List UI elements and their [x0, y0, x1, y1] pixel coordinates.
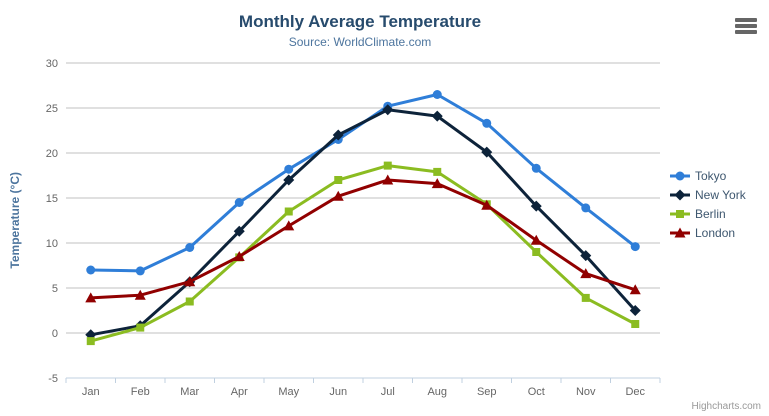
series-line[interactable] — [89, 178, 637, 300]
y-tick-label: -5 — [48, 373, 58, 385]
data-point-marker[interactable] — [580, 268, 592, 279]
hamburger-bar — [735, 24, 757, 28]
series-line[interactable] — [89, 108, 637, 337]
series-tokyo[interactable] — [86, 90, 640, 276]
data-point-marker[interactable] — [283, 174, 295, 186]
circle-marker-icon — [670, 171, 690, 181]
chart-subtitle: Source: WorldClimate.com — [288, 35, 432, 49]
data-point-marker[interactable] — [674, 189, 686, 201]
data-point-marker[interactable] — [581, 203, 591, 213]
data-point-marker[interactable] — [630, 242, 640, 252]
data-point-marker[interactable] — [481, 199, 493, 210]
x-tick-label: Jul — [381, 386, 395, 398]
data-point-marker[interactable] — [332, 129, 344, 141]
data-point-marker[interactable] — [334, 176, 343, 184]
data-point-marker[interactable] — [185, 243, 195, 252]
credits-link[interactable]: Highcharts.com — [691, 401, 761, 412]
diamond-marker-icon — [670, 189, 690, 201]
data-point-marker[interactable] — [530, 200, 542, 212]
data-point-marker[interactable] — [530, 234, 542, 245]
hamburger-icon[interactable] — [733, 15, 759, 37]
data-point-marker[interactable] — [432, 90, 442, 99]
data-point-marker[interactable] — [382, 104, 394, 116]
y-tick-label: 15 — [46, 193, 58, 205]
data-point-marker[interactable] — [135, 266, 145, 276]
x-tick-label: Mar — [180, 386, 199, 398]
data-point-marker[interactable] — [431, 178, 443, 189]
data-point-marker[interactable] — [136, 323, 145, 332]
legend-label: Tokyo — [695, 169, 727, 183]
data-point-marker[interactable] — [284, 164, 294, 174]
data-point-marker[interactable] — [284, 207, 293, 216]
y-tick-label: 5 — [52, 283, 58, 295]
data-point-marker[interactable] — [580, 250, 592, 262]
x-tick-label: Nov — [576, 386, 596, 398]
x-tick-label: Sep — [477, 386, 497, 398]
series-line[interactable] — [89, 164, 637, 343]
hamburger-bar — [735, 18, 757, 22]
legend-label: Berlin — [695, 207, 726, 221]
x-tick-label: May — [278, 386, 299, 398]
data-point-marker[interactable] — [383, 161, 392, 170]
data-point-marker[interactable] — [482, 118, 492, 128]
square-marker-icon — [670, 210, 690, 218]
y-tick-label: 20 — [46, 148, 58, 160]
data-point-marker[interactable] — [581, 293, 590, 302]
x-tick-label: Feb — [131, 386, 150, 398]
x-tick-label: Apr — [231, 386, 248, 398]
data-point-marker[interactable] — [532, 248, 541, 256]
legend-label: New York — [695, 188, 746, 202]
data-point-marker[interactable] — [86, 337, 95, 346]
data-point-marker[interactable] — [431, 110, 443, 122]
legend-item-new-york[interactable]: New York — [670, 188, 746, 202]
data-point-marker[interactable] — [531, 163, 541, 173]
y-tick-label: 0 — [52, 328, 58, 340]
series-london[interactable] — [85, 174, 641, 303]
triangle-marker-icon — [670, 227, 690, 238]
data-point-marker[interactable] — [86, 265, 96, 275]
x-tick-label: Oct — [528, 386, 545, 398]
data-point-marker[interactable] — [283, 220, 295, 231]
x-tick-label: Jan — [82, 386, 100, 398]
data-point-marker[interactable] — [184, 276, 196, 287]
x-tick-label: Jun — [329, 386, 347, 398]
legend-item-tokyo[interactable]: Tokyo — [670, 169, 746, 183]
data-point-marker[interactable] — [631, 320, 640, 328]
hamburger-bar — [735, 30, 757, 34]
data-point-marker[interactable] — [233, 251, 245, 261]
data-point-marker[interactable] — [629, 305, 641, 316]
x-tick-label: Dec — [625, 386, 645, 398]
data-point-marker[interactable] — [481, 146, 493, 158]
y-tick-label: 30 — [46, 58, 58, 70]
series-new-york[interactable] — [85, 104, 641, 341]
x-tick-label: Aug — [427, 386, 447, 398]
data-point-marker[interactable] — [629, 284, 641, 295]
data-point-marker[interactable] — [382, 174, 394, 185]
data-point-marker[interactable] — [433, 167, 442, 176]
legend-item-berlin[interactable]: Berlin — [670, 207, 746, 221]
legend-label: London — [695, 226, 736, 240]
legend: Tokyo New York Berlin London — [670, 169, 746, 240]
data-point-marker[interactable] — [332, 190, 344, 201]
chart-title: Monthly Average Temperature — [238, 12, 482, 31]
data-point-marker[interactable] — [234, 198, 244, 207]
data-point-marker[interactable] — [233, 225, 245, 237]
data-point-marker[interactable] — [675, 171, 685, 181]
data-point-marker[interactable] — [676, 210, 684, 218]
data-point-marker[interactable] — [134, 289, 146, 300]
data-point-marker[interactable] — [674, 227, 686, 238]
y-tick-label: 10 — [46, 238, 58, 250]
data-point-marker[interactable] — [185, 297, 194, 306]
data-point-marker[interactable] — [85, 292, 97, 303]
legend-item-london[interactable]: London — [670, 226, 746, 240]
y-tick-label: 25 — [46, 103, 58, 115]
